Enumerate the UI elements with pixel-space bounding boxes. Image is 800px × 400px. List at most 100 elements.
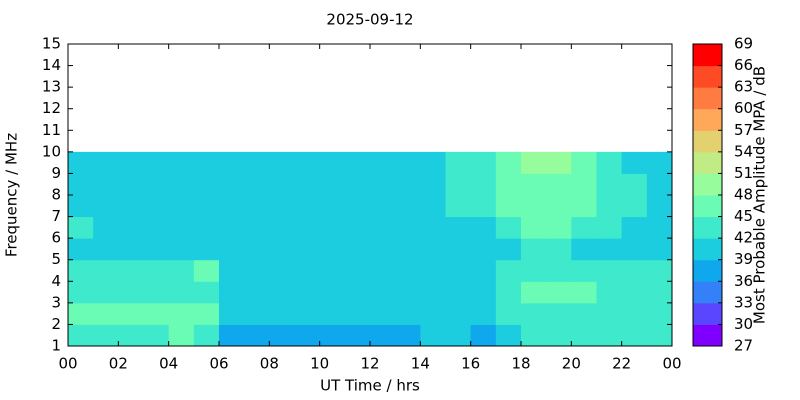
heat-cell bbox=[571, 151, 597, 174]
heat-cell bbox=[370, 173, 396, 196]
heat-cell bbox=[244, 173, 270, 196]
heat-cell bbox=[143, 302, 170, 325]
heat-cell bbox=[470, 216, 497, 239]
heat-cell bbox=[495, 151, 522, 174]
y-tick-label: 13 bbox=[42, 78, 61, 96]
heat-cell bbox=[571, 195, 597, 218]
colorbar-tick-label: 33 bbox=[734, 293, 753, 311]
heat-cell bbox=[193, 216, 220, 239]
colorbar-swatch bbox=[693, 65, 722, 88]
heat-cell bbox=[118, 238, 144, 261]
x-tick-label: 10 bbox=[310, 355, 329, 373]
heat-cell bbox=[470, 173, 497, 196]
heat-cell bbox=[269, 324, 295, 347]
heat-cell bbox=[420, 324, 446, 347]
y-tick-label: 2 bbox=[51, 315, 61, 333]
x-tick-label: 00 bbox=[662, 355, 681, 373]
heat-cell bbox=[319, 195, 346, 218]
heat-cell bbox=[395, 173, 421, 196]
heat-cell bbox=[395, 302, 421, 325]
heat-cell bbox=[244, 151, 270, 174]
heat-cell bbox=[344, 281, 371, 304]
heat-cell bbox=[118, 216, 144, 239]
y-tick-label: 6 bbox=[51, 229, 61, 247]
heat-cell bbox=[93, 238, 119, 261]
heat-cell bbox=[193, 238, 220, 261]
heat-cell bbox=[93, 151, 119, 174]
y-tick-label: 10 bbox=[42, 142, 61, 160]
x-tick-label: 18 bbox=[511, 355, 530, 373]
x-tick-label: 02 bbox=[109, 355, 128, 373]
heat-cell bbox=[193, 259, 220, 282]
heat-cell bbox=[244, 302, 270, 325]
heat-cell bbox=[470, 281, 497, 304]
heat-cell bbox=[546, 151, 572, 174]
heat-cell bbox=[269, 195, 295, 218]
heat-cell bbox=[269, 151, 295, 174]
heat-cell bbox=[244, 216, 270, 239]
heat-cell bbox=[168, 216, 195, 239]
heat-cell bbox=[420, 238, 446, 261]
heat-cell bbox=[420, 216, 446, 239]
colorbar-swatch bbox=[693, 324, 722, 347]
heat-cell bbox=[344, 173, 371, 196]
heat-cell bbox=[219, 238, 245, 261]
heat-cell bbox=[68, 238, 94, 261]
heat-cell bbox=[596, 173, 623, 196]
heat-cell bbox=[495, 281, 522, 304]
colorbar-swatch bbox=[693, 259, 722, 282]
colorbar-tick-label: 57 bbox=[734, 121, 753, 139]
heat-cell bbox=[244, 195, 270, 218]
y-tick-label: 8 bbox=[51, 186, 61, 204]
heat-cell bbox=[546, 216, 572, 239]
heat-cell bbox=[495, 302, 522, 325]
heat-cell bbox=[621, 195, 648, 218]
heat-cell bbox=[521, 173, 547, 196]
heat-cell bbox=[621, 281, 648, 304]
heat-cell bbox=[445, 324, 472, 347]
heat-cell bbox=[495, 195, 522, 218]
heat-cell bbox=[445, 302, 472, 325]
heat-cell bbox=[219, 259, 245, 282]
colorbar-swatch bbox=[693, 173, 722, 196]
heat-cell bbox=[93, 324, 119, 347]
heat-cell bbox=[319, 151, 346, 174]
heat-cell bbox=[420, 302, 446, 325]
heat-cell bbox=[395, 324, 421, 347]
heat-cell bbox=[294, 259, 321, 282]
heat-cell bbox=[344, 259, 371, 282]
heat-cell bbox=[646, 151, 673, 174]
colorbar-swatch bbox=[693, 216, 722, 239]
heat-cell bbox=[521, 281, 547, 304]
heat-cell bbox=[93, 216, 119, 239]
heat-cell bbox=[244, 238, 270, 261]
heat-cell bbox=[546, 259, 572, 282]
heat-cell bbox=[495, 238, 522, 261]
y-axis-label: Frequency / MHz bbox=[3, 133, 21, 257]
heat-cell bbox=[319, 281, 346, 304]
x-tick-label: 22 bbox=[612, 355, 631, 373]
heat-cell bbox=[68, 259, 94, 282]
heat-cell bbox=[420, 259, 446, 282]
heat-cell bbox=[118, 302, 144, 325]
heat-cell bbox=[118, 151, 144, 174]
heat-cell bbox=[143, 281, 170, 304]
heat-cell bbox=[193, 302, 220, 325]
heat-cell bbox=[294, 151, 321, 174]
heat-cell bbox=[294, 216, 321, 239]
heat-cell bbox=[219, 324, 245, 347]
y-tick-label: 7 bbox=[51, 207, 61, 225]
colorbar-swatch bbox=[693, 281, 722, 304]
heat-cell bbox=[68, 216, 94, 239]
heat-cell bbox=[143, 324, 170, 347]
heat-cell bbox=[571, 173, 597, 196]
heat-cell bbox=[621, 238, 648, 261]
heat-cell bbox=[445, 259, 472, 282]
heat-cell bbox=[118, 195, 144, 218]
heat-cell bbox=[319, 216, 346, 239]
colorbar-tick-label: 45 bbox=[734, 207, 753, 225]
heat-cell bbox=[521, 238, 547, 261]
heat-cell bbox=[395, 195, 421, 218]
heat-cell bbox=[621, 216, 648, 239]
colorbar-tick-label: 30 bbox=[734, 315, 753, 333]
